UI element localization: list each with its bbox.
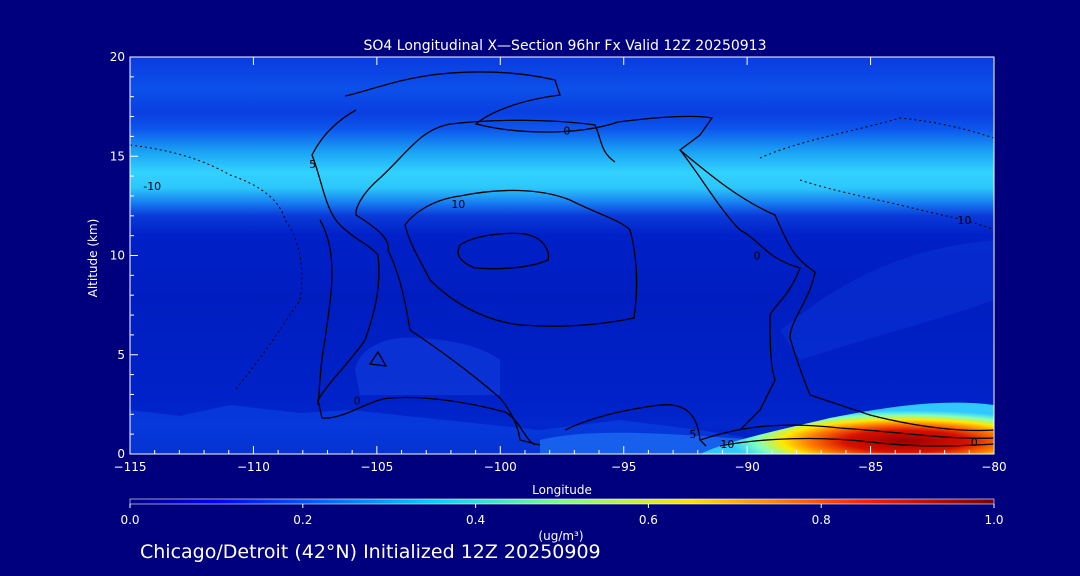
contour-label: 10 [720, 438, 734, 451]
footer-caption: Chicago/Detroit (42°N) Initialized 12Z 2… [140, 541, 601, 563]
chart-title: SO4 Longitudinal X—Section 96hr Fx Valid… [364, 38, 767, 54]
x-tick-label: −110 [237, 460, 270, 474]
x-tick-label: −115 [114, 460, 147, 474]
contour-line-surface-2 [699, 424, 994, 441]
contour-line-surface-1 [564, 404, 707, 447]
contour-label: 10 [957, 214, 971, 227]
y-tick-label: 0 [117, 447, 125, 461]
contour-line-5 [311, 109, 536, 446]
y-axis-label: Altitude (km) [86, 219, 100, 298]
x-tick-label: −105 [360, 460, 393, 474]
contour-label: 10 [451, 198, 465, 211]
x-tick-label: −100 [484, 460, 517, 474]
colorbar-tick-label: 0.6 [639, 513, 658, 527]
east-mid-blob [780, 240, 994, 360]
x-tick-label: −95 [611, 460, 636, 474]
contour-label: 5 [309, 158, 316, 171]
colorbar-unit-label: (ug/m³) [538, 529, 583, 543]
colorbar-ramp [129, 498, 995, 505]
contour-line-15-core [457, 232, 550, 270]
plot-area [130, 57, 994, 454]
colorbar-tick-label: 0.8 [812, 513, 831, 527]
contour-label: 0 [563, 124, 570, 137]
contour-label: 5 [689, 428, 696, 441]
contour-line-surface-3 [719, 437, 994, 447]
contour-line-west-lower [317, 219, 333, 406]
contour-label: 0 [354, 394, 361, 407]
colorbar-tick-label: 0.4 [466, 513, 485, 527]
y-tick-label: 5 [117, 348, 125, 362]
y-axis: 0 5 10 15 20 [110, 50, 138, 461]
colorbar-tick-label: 1.0 [984, 513, 1003, 527]
contour-label-layer: 0 5 10 -10 0 0 10 5 10 0 [143, 124, 978, 451]
x-tick-label: −90 [734, 460, 759, 474]
contour-line-5-inner [355, 119, 616, 446]
contour-label: -10 [143, 180, 161, 193]
x-tick-label: −80 [981, 460, 1006, 474]
concentration-field [130, 57, 994, 454]
colorbar-tick-label: 0.2 [293, 513, 312, 527]
contour-label: 0 [971, 436, 978, 449]
contour-label: 0 [754, 250, 761, 263]
contour-line-east [679, 149, 801, 431]
y-tick-label: 15 [110, 149, 125, 163]
y-tick-label: 10 [110, 249, 125, 263]
contour-lines [130, 71, 994, 454]
dotted-contour-west [130, 144, 303, 391]
contour-triangle [368, 350, 388, 367]
x-tick-label: −85 [858, 460, 883, 474]
contour-line-10-upper [404, 189, 638, 327]
y-tick-label: 20 [110, 50, 125, 64]
colorbar-tick-label: 0.0 [120, 513, 139, 527]
colorbar: 0.0 0.2 0.4 0.6 0.8 1.0 [120, 498, 1004, 527]
contour-line-0-outer [344, 71, 994, 454]
dotted-contour-east-upper [759, 117, 994, 159]
x-axis: −115 −110 −105 −100 −95 −90 −85 −80 [114, 57, 1007, 474]
x-axis-label: Longitude [532, 483, 592, 497]
mid-level-blob [355, 337, 500, 395]
